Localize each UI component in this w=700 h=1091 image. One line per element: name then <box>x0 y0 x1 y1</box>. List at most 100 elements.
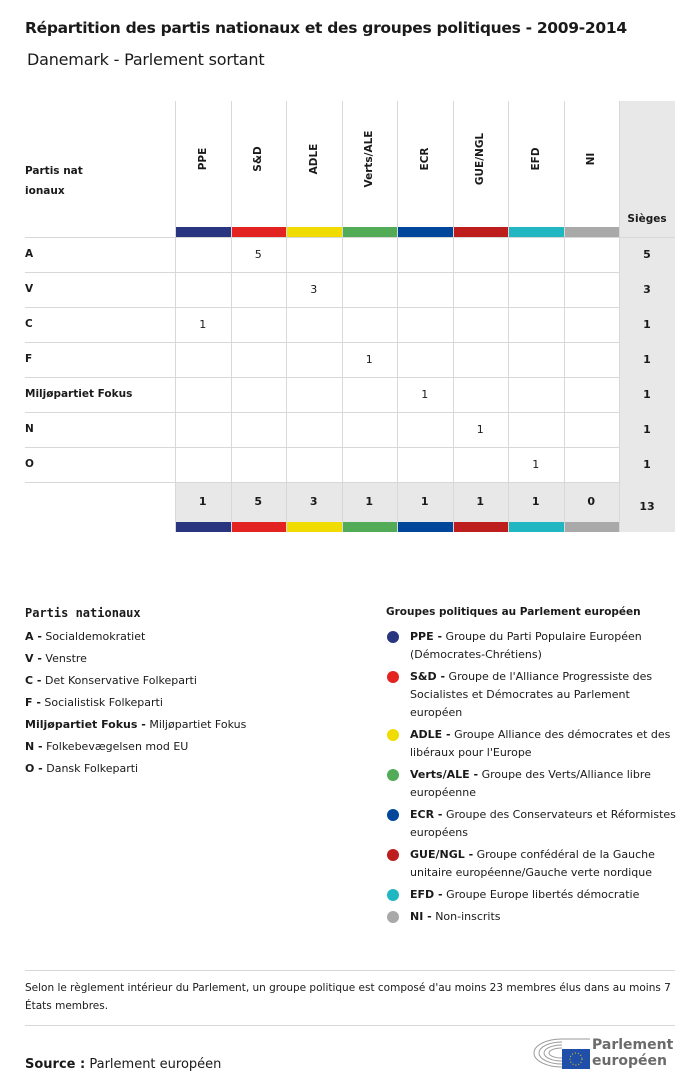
group-color-bar <box>398 227 453 237</box>
group-full-name: Groupe confédéral de la Gauche unitaire … <box>410 848 655 879</box>
group-color-bar <box>287 227 342 237</box>
party-full-name: Folkebevægelsen mod EU <box>46 740 189 753</box>
group-code: Verts/ALE - <box>410 768 479 781</box>
group-color-bar <box>509 227 564 237</box>
party-full-name: Socialistisk Folkeparti <box>44 696 163 709</box>
group-full-name: Groupe des Conservateurs et Réformistes … <box>410 808 676 839</box>
party-full-name: Miljøpartiet Fokus <box>149 718 247 731</box>
party-code: Miljøpartiet Fokus - <box>25 718 146 731</box>
group-color-bar <box>342 227 397 237</box>
row-divider <box>25 307 619 308</box>
party-name: F <box>25 353 33 365</box>
party-legend-item: C - Det Konservative Folkeparti <box>25 674 246 696</box>
group-color-bar <box>564 227 619 237</box>
column-divider <box>563 101 565 532</box>
group-color-dot-icon <box>387 809 399 821</box>
party-name: O <box>25 458 34 470</box>
group-header-ni: NI <box>585 152 598 166</box>
group-full-name: Non-inscrits <box>435 910 501 923</box>
group-full-name: Groupe du Parti Populaire Européen (Démo… <box>410 630 642 661</box>
source-value: Parlement européen <box>89 1057 222 1072</box>
group-legend-item: EFD - Groupe Europe libertés démocratie <box>386 886 676 904</box>
group-total: 1 <box>531 495 540 508</box>
group-total: 1 <box>476 495 485 508</box>
group-color-bar-bottom <box>453 522 508 532</box>
row-divider <box>25 272 619 273</box>
table-row: V 3 3 <box>25 272 675 307</box>
group-legend-item: Verts/ALE - Groupe des Verts/Alliance li… <box>386 766 676 802</box>
group-color-bar-bottom <box>564 522 619 532</box>
source: Source : Parlement européen <box>25 1057 221 1072</box>
group-color-bar-bottom <box>176 522 231 532</box>
group-legend-item: NI - Non-inscrits <box>386 908 676 926</box>
seat-count: 1 <box>365 353 373 366</box>
party-full-name: Socialdemokratiet <box>45 630 146 643</box>
row-divider <box>25 447 619 448</box>
party-column-header: Partis nationaux <box>25 165 83 197</box>
party-legend-item: N - Folkebevægelsen mod EU <box>25 740 246 762</box>
group-color-dot-icon <box>387 769 399 781</box>
table-row: F 1 1 <box>25 342 675 377</box>
group-color-bar <box>176 227 231 237</box>
seat-count: 3 <box>310 283 318 296</box>
group-color-dot-icon <box>387 671 399 683</box>
group-total: 1 <box>198 495 207 508</box>
group-color-dot-icon <box>387 849 399 861</box>
footnote: Selon le règlement intérieur du Parlemen… <box>25 970 675 1026</box>
header-divider <box>25 237 675 238</box>
party-name: V <box>25 283 34 295</box>
party-code: N - <box>25 740 43 753</box>
party-name: A <box>25 248 34 260</box>
party-name: C <box>25 318 33 330</box>
group-header-efd: EFD <box>529 147 542 171</box>
group-full-name: Groupe des Verts/Alliance libre européen… <box>410 768 651 799</box>
row-divider <box>25 377 619 378</box>
seat-count: 1 <box>532 458 540 471</box>
parties-legend: Partis nationaux A - Socialdemokratiet V … <box>25 606 246 784</box>
group-total: 0 <box>587 495 596 508</box>
page-title: Répartition des partis nationaux et des … <box>25 19 627 37</box>
group-total: 5 <box>254 495 263 508</box>
group-color-bar-bottom <box>509 522 564 532</box>
row-divider <box>25 482 619 483</box>
party-legend-item: A - Socialdemokratiet <box>25 630 246 652</box>
row-total: 1 <box>643 458 651 471</box>
party-full-name: Venstre <box>45 652 87 665</box>
group-color-bar <box>231 227 286 237</box>
party-code: F - <box>25 696 41 709</box>
group-color-dot-icon <box>387 729 399 741</box>
row-divider <box>25 412 619 413</box>
group-header-adle: ADLE <box>307 143 320 175</box>
table-row: A 5 5 <box>25 237 675 272</box>
group-header-guengl: GUE/NGL <box>474 132 487 186</box>
row-total: 1 <box>643 388 651 401</box>
column-divider <box>175 101 176 532</box>
row-divider <box>25 342 619 343</box>
ep-logo: Parlement européen <box>530 1033 676 1073</box>
seats-column-bg <box>619 101 675 532</box>
group-color-bar-bottom <box>398 522 453 532</box>
column-divider <box>508 101 509 532</box>
group-color-bar-bottom <box>287 522 342 532</box>
group-legend-item: ADLE - Groupe Alliance des démocrates et… <box>386 726 676 762</box>
grand-total: 13 <box>639 500 655 513</box>
group-full-name: Groupe Europe libertés démocratie <box>446 888 640 901</box>
column-divider <box>341 101 343 532</box>
row-total: 1 <box>643 423 651 436</box>
group-code: PPE - <box>410 630 443 643</box>
group-color-bar-bottom <box>342 522 397 532</box>
group-legend-item: ECR - Groupe des Conservateurs et Réform… <box>386 806 676 842</box>
party-full-name: Dansk Folkeparti <box>46 762 139 775</box>
row-total: 5 <box>643 248 651 261</box>
party-code: A - <box>25 630 42 643</box>
table-row: N 1 1 <box>25 412 675 447</box>
party-name: Miljøpartiet Fokus <box>25 388 133 400</box>
group-color-dot-icon <box>387 631 399 643</box>
party-legend-item: O - Dansk Folkeparti <box>25 762 246 784</box>
group-code: ADLE - <box>410 728 451 741</box>
group-full-name: Groupe Alliance des démocrates et des li… <box>410 728 671 759</box>
group-color-dot-icon <box>387 911 399 923</box>
party-legend-item: F - Socialistisk Folkeparti <box>25 696 246 718</box>
group-header-sd: S&D <box>252 146 265 172</box>
logo-text: Parlement européen <box>592 1037 674 1069</box>
